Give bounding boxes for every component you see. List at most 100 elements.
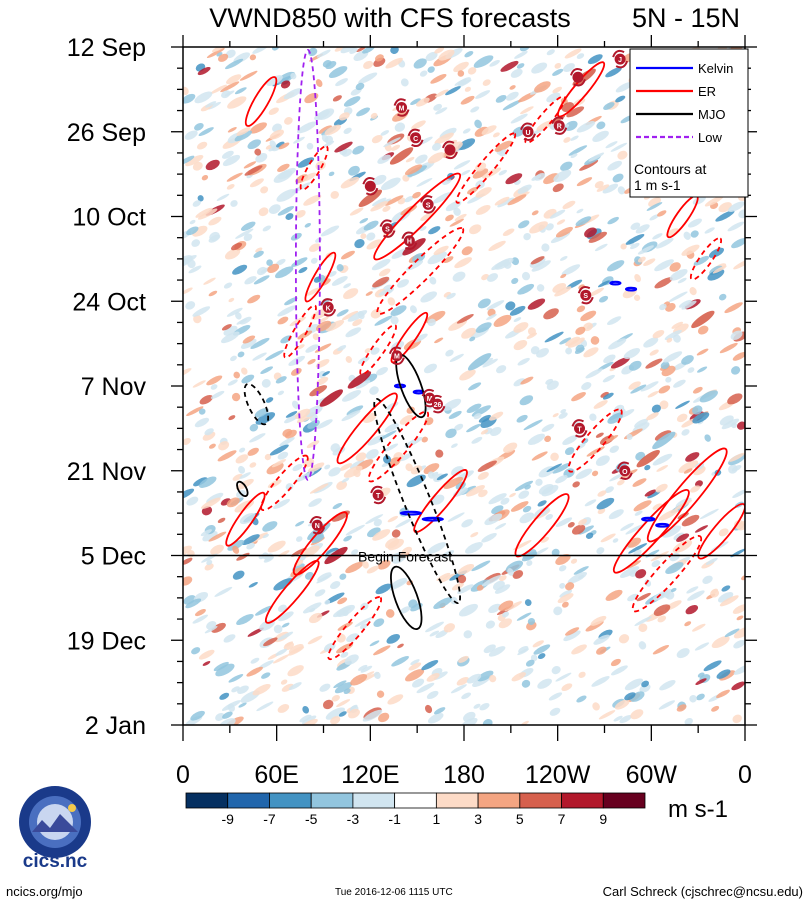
anomaly-patch (550, 452, 559, 462)
anomaly-patch (597, 508, 606, 515)
anomaly-patch (387, 515, 398, 523)
anomaly-patch (250, 337, 270, 349)
anomaly-patch (188, 265, 202, 274)
anomaly-patch (284, 297, 298, 306)
anomaly-patch (369, 640, 380, 647)
anomaly-patch (696, 348, 709, 356)
anomaly-patch (694, 525, 708, 533)
anomaly-patch (678, 299, 692, 308)
anomaly-core (636, 449, 660, 468)
anomaly-patch (206, 375, 223, 386)
anomaly-patch (328, 270, 337, 277)
anomaly-patch (502, 99, 522, 111)
anomaly-patch (350, 704, 358, 710)
anomaly-patch (546, 49, 555, 56)
anomaly-patch (269, 140, 277, 149)
anomaly-patch (373, 645, 391, 656)
anomaly-patch (576, 208, 584, 214)
anomaly-patch (513, 322, 529, 333)
anomaly-patch (194, 122, 204, 131)
er-contour (413, 469, 468, 533)
anomaly-patch (588, 287, 604, 297)
anomaly-patch (600, 391, 609, 398)
storm-marker: K (320, 298, 337, 317)
anomaly-patch (201, 497, 221, 510)
anomaly-patch (733, 626, 745, 639)
colorbar-label: -5 (305, 811, 318, 827)
anomaly-patch (237, 685, 249, 694)
footer-timestamp: Tue 2016-12-06 1115 UTC (335, 887, 453, 898)
anomaly-patch (191, 239, 201, 247)
anomaly-patch (191, 647, 201, 655)
anomaly-patch (247, 447, 259, 456)
storm-label: R (557, 124, 562, 131)
anomaly-patch (357, 664, 368, 671)
anomaly-patch (336, 480, 348, 491)
anomaly-patch (413, 58, 427, 69)
anomaly-patch (558, 565, 567, 572)
anomaly-patch (498, 169, 507, 176)
anomaly-patch (416, 682, 435, 694)
anomaly-patch (659, 400, 669, 410)
anomaly-patch (296, 344, 305, 350)
storm-label: H (407, 239, 412, 246)
anomaly-patch (576, 305, 586, 313)
anomaly-patch (468, 382, 482, 391)
anomaly-patch (590, 615, 607, 626)
anomaly-patch (558, 412, 568, 419)
anomaly-patch (733, 639, 745, 649)
anomaly-patch (644, 489, 657, 497)
anomaly-patch (502, 228, 515, 237)
anomaly-patch (450, 443, 458, 448)
anomaly-patch (254, 407, 269, 418)
anomaly-patch (235, 228, 254, 239)
anomaly-patch (208, 290, 218, 297)
legend-label: Low (698, 130, 722, 145)
storm-label: T (577, 426, 582, 433)
anomaly-patch (565, 336, 581, 347)
anomaly-patch (364, 348, 371, 354)
anomaly-patch (470, 106, 480, 113)
anomaly-patch (466, 403, 482, 414)
anomaly-patch (427, 712, 444, 724)
footer-url[interactable]: ncics.org/mjo (6, 884, 83, 899)
anomaly-patch (253, 250, 264, 258)
anomaly-patch (537, 678, 552, 689)
anomaly-patch (457, 70, 465, 77)
anomaly-patch (428, 226, 441, 235)
anomaly-patch (450, 684, 467, 694)
anomaly-patch (664, 329, 682, 341)
anomaly-patch (526, 560, 533, 566)
anomaly-patch (576, 53, 585, 59)
er-contour (260, 454, 309, 512)
anomaly-patch (453, 160, 471, 170)
anomaly-patch (608, 338, 627, 350)
anomaly-patch (488, 646, 506, 657)
anomaly-patch (227, 703, 236, 712)
anomaly-patch (279, 437, 295, 447)
anomaly-patch (494, 257, 514, 270)
anomaly-patch (291, 547, 307, 557)
anomaly-patch (303, 194, 322, 206)
anomaly-patch (687, 590, 705, 601)
er-contour (244, 76, 278, 127)
anomaly-patch (596, 121, 606, 130)
anomaly-patch (184, 130, 198, 140)
anomaly-patch (486, 313, 497, 321)
anomaly-patch (227, 127, 237, 133)
anomaly-patch (336, 309, 349, 317)
anomaly-patch (551, 548, 560, 557)
anomaly-patch (592, 702, 600, 711)
anomaly-patch (485, 620, 496, 629)
anomaly-patch (198, 649, 215, 660)
anomaly-patch (392, 554, 407, 564)
y-tick-label: 7 Nov (81, 373, 147, 401)
anomaly-patch (365, 514, 384, 525)
anomaly-patch (571, 644, 587, 655)
anomaly-patch (699, 390, 718, 403)
anomaly-patch (448, 410, 462, 419)
anomaly-patch (258, 660, 274, 670)
anomaly-patch (585, 532, 594, 539)
anomaly-patch (273, 499, 290, 509)
